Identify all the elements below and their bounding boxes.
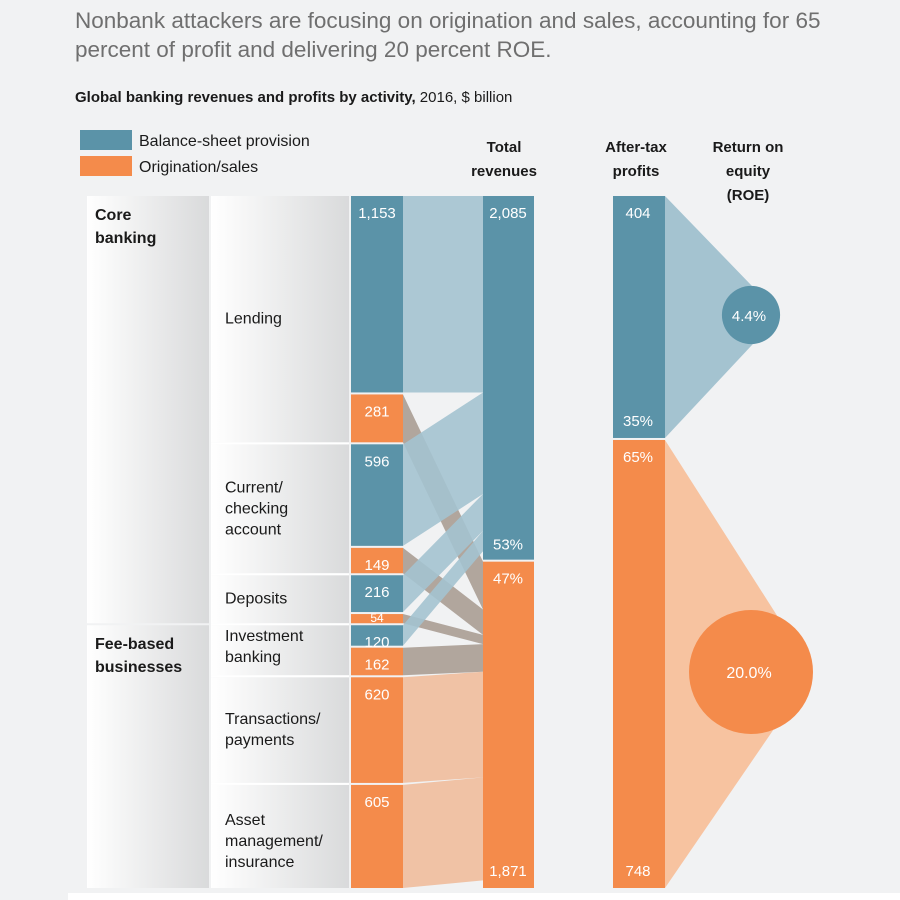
bar-balance-sheet (351, 444, 403, 546)
chart-subtitle-bold: Global banking revenues and profits by a… (75, 89, 416, 106)
activity-label: checking (225, 500, 288, 517)
profit-origination-label: 748 (625, 863, 650, 880)
total-revenue-origination-label: 1,871 (489, 863, 527, 880)
bar-balance-sheet (351, 575, 403, 613)
bar-origination (351, 784, 403, 888)
roe-origination-circle (689, 610, 813, 734)
group-label: Core (95, 207, 132, 224)
bar-origination (351, 647, 403, 676)
headline: Nonbank attackers are focusing on origin… (75, 8, 821, 62)
flow-balance-sheet (403, 493, 483, 613)
bar-balance-sheet (351, 625, 403, 646)
total-revenue-balance-share: 53% (493, 537, 523, 554)
bar-value-label: 162 (364, 657, 389, 674)
activity-panel (211, 784, 349, 888)
header-after-tax-profits: profits (613, 163, 660, 180)
activity-label: Deposits (225, 591, 287, 608)
activity-label: banking (225, 649, 281, 666)
header-roe: Return on (713, 139, 784, 156)
bar-origination (351, 614, 403, 624)
profit-balance-share: 35% (623, 413, 653, 430)
group-label: banking (95, 230, 156, 247)
bar-value-label: 216 (364, 584, 389, 601)
bar-value-label: 596 (364, 453, 389, 470)
activity-label: payments (225, 732, 294, 749)
total-revenue-balance-bar (483, 196, 534, 560)
activity-label: Lending (225, 311, 282, 328)
roe-balance-label: 4.4% (732, 308, 766, 325)
flow-origination (403, 644, 483, 676)
legend-label-balance: Balance-sheet provision (139, 133, 310, 150)
group-label: Fee-based (95, 636, 174, 653)
group-panel (87, 196, 209, 624)
legend-label-origination: Origination/sales (139, 159, 258, 176)
header-total-revenues: revenues (471, 163, 537, 180)
bar-value-label: 149 (364, 557, 389, 574)
bar-origination (351, 677, 403, 783)
profit-balance-label: 404 (625, 205, 650, 222)
activity-label: Asset (225, 812, 266, 829)
bar-value-label: 281 (364, 403, 389, 420)
profit-balance-bar (613, 196, 665, 438)
bar-origination (351, 547, 403, 574)
activity-panel (211, 196, 349, 443)
activity-label: management/ (225, 833, 323, 850)
header-total-revenues: Total (487, 139, 522, 156)
activity-label: Current/ (225, 479, 283, 496)
activity-label: insurance (225, 854, 294, 871)
chart-subtitle: Global banking revenues and profits by a… (75, 89, 512, 106)
activity-label: Transactions/ (225, 711, 321, 728)
header-roe: equity (726, 163, 771, 180)
header-after-tax-profits: After-tax (605, 139, 667, 156)
bar-value-label: 1,153 (358, 205, 396, 222)
roe-balance-circle (721, 285, 781, 345)
flow-origination (403, 671, 483, 783)
total-revenue-origination-bar (483, 561, 534, 888)
bar-origination (351, 394, 403, 443)
bar-balance-sheet (351, 196, 403, 393)
legend-swatch-origination (80, 156, 132, 176)
total-revenue-origination-share: 47% (493, 571, 523, 588)
group-panel (87, 625, 209, 888)
flow-balance-sheet (403, 196, 483, 393)
roe-origination-label: 20.0% (726, 665, 771, 682)
bar-value-label: 54 (370, 611, 384, 625)
activity-label: Investment (225, 628, 304, 645)
bar-value-label: 605 (364, 794, 389, 811)
flow-origination (403, 777, 483, 888)
activity-panel (211, 575, 349, 624)
flow-balance-sheet (403, 392, 483, 546)
group-label: businesses (95, 659, 182, 676)
profit-origination-bar (613, 439, 665, 888)
chart-subtitle-rest: 2016, $ billion (415, 89, 513, 106)
legend-swatch-balance (80, 130, 132, 150)
bar-value-label: 120 (364, 634, 389, 651)
activity-panel (211, 677, 349, 783)
header-roe: (ROE) (727, 187, 770, 204)
flow-balance-sheet (403, 530, 483, 646)
total-revenue-balance-label: 2,085 (489, 205, 527, 222)
activity-label: account (225, 521, 282, 538)
activity-panel (211, 444, 349, 574)
bar-value-label: 620 (364, 686, 389, 703)
footer-band (68, 893, 900, 900)
activity-panel (211, 625, 349, 676)
profit-origination-share: 65% (623, 449, 653, 466)
